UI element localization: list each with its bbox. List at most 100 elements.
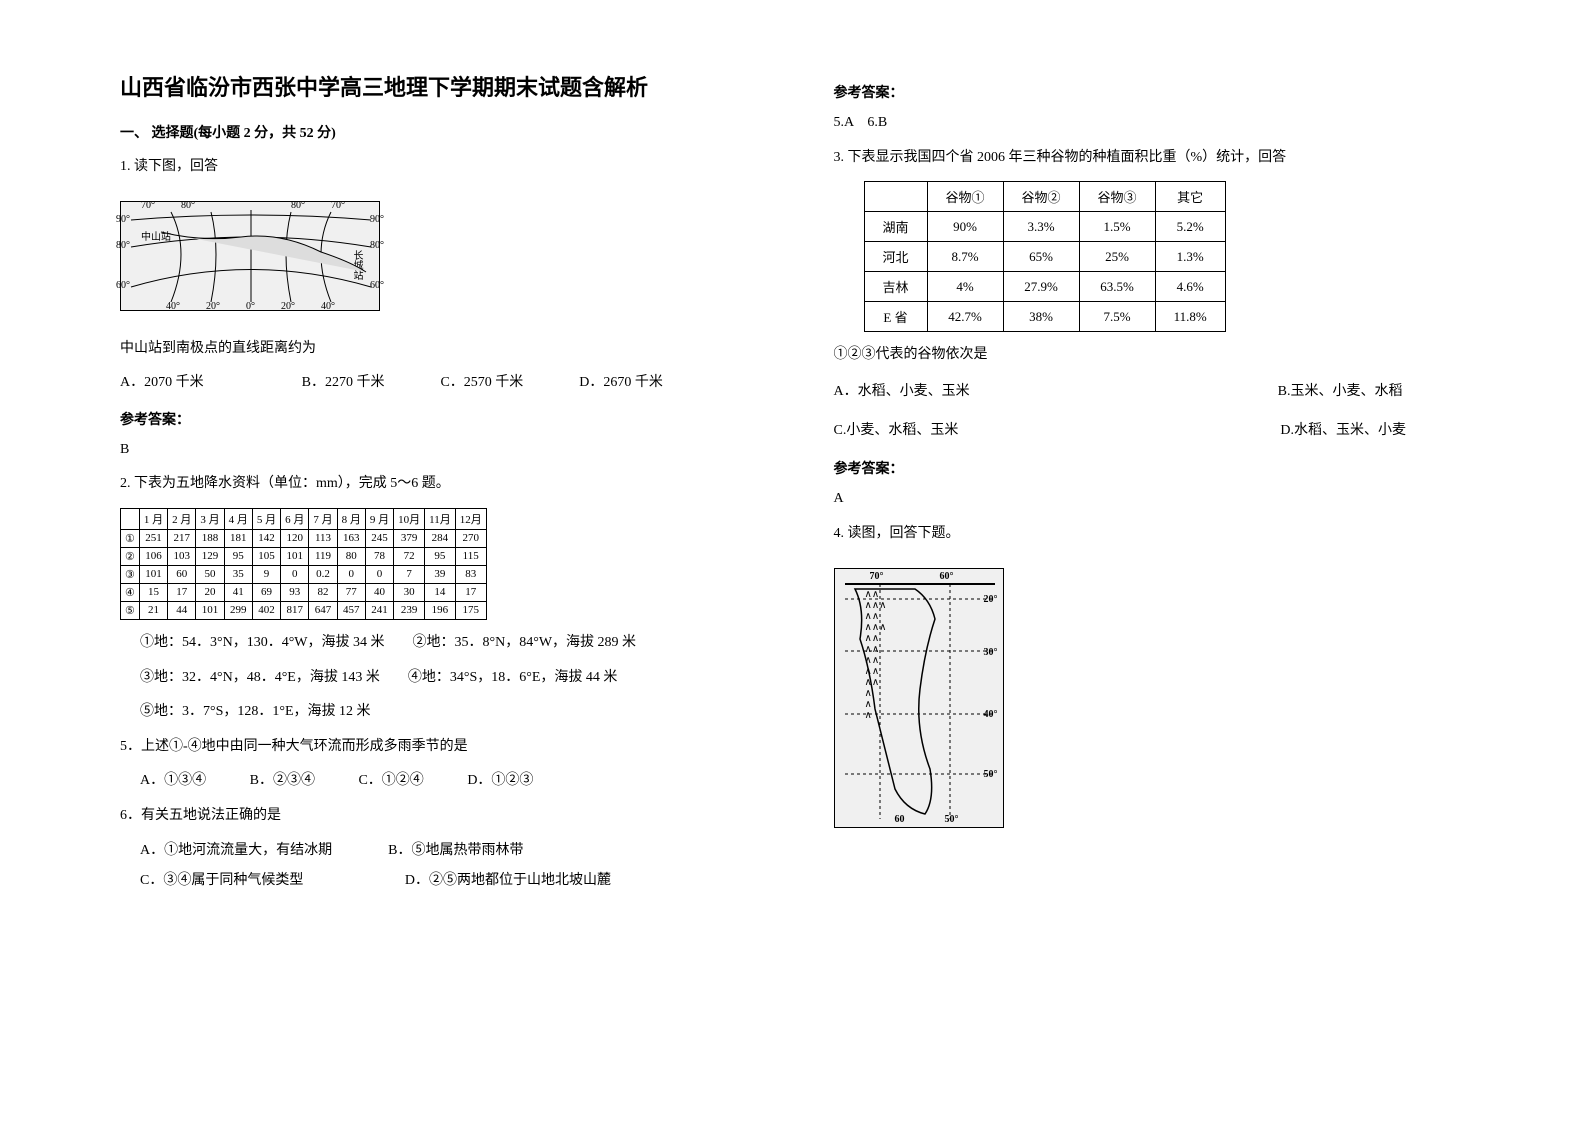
table-cell: 25%: [1079, 242, 1155, 272]
table-cell: 21: [139, 601, 167, 619]
table-cell: 175: [455, 601, 486, 619]
table-cell: 120: [281, 529, 309, 547]
table-cell: 5 月: [252, 508, 280, 529]
table-cell: 14: [425, 583, 456, 601]
q3-sub: ①②③代表的谷物依次是: [834, 342, 1468, 369]
table-cell: 101: [196, 601, 224, 619]
table-cell: 241: [365, 601, 393, 619]
table-cell: 65%: [1003, 242, 1079, 272]
table-cell: 270: [455, 529, 486, 547]
table-row: ④151720416993827740301417: [121, 583, 487, 601]
table-cell: 35: [224, 565, 252, 583]
table-cell: 95: [425, 547, 456, 565]
table-row: ②1061031299510510111980787295115: [121, 547, 487, 565]
table-cell: 9: [252, 565, 280, 583]
table-cell: 3 月: [196, 508, 224, 529]
table-cell: 217: [168, 529, 196, 547]
table-row: 湖南90%3.3%1.5%5.2%: [864, 212, 1225, 242]
table-cell: 12月: [455, 508, 486, 529]
map-svg: [835, 569, 1005, 829]
table-cell: 谷物②: [1003, 182, 1079, 212]
q3-options-2: C.小麦、水稻、玉米 D.水稻、玉米、小麦: [834, 416, 1468, 447]
table-cell: 17: [168, 583, 196, 601]
table-cell: 4 月: [224, 508, 252, 529]
table-cell: 11月: [425, 508, 456, 529]
table-cell: 0: [337, 565, 365, 583]
table-cell: 239: [394, 601, 425, 619]
table-cell: 103: [168, 547, 196, 565]
table-cell: 20: [196, 583, 224, 601]
table-cell: 7.5%: [1079, 302, 1155, 332]
table-cell: 41: [224, 583, 252, 601]
table-cell: 78: [365, 547, 393, 565]
page-title: 山西省临汾市西张中学高三地理下学期期末试题含解析: [120, 70, 754, 102]
table-cell: 647: [309, 601, 337, 619]
q6-options-1: A．①地河流流量大，有结冰期 B．⑤地属热带雨林带: [140, 838, 754, 865]
table-cell: 82: [309, 583, 337, 601]
ref-answer-label: 参考答案：: [834, 458, 1468, 478]
table-cell: 69: [252, 583, 280, 601]
table-cell: 6 月: [281, 508, 309, 529]
map-svg: [121, 202, 381, 312]
table-cell: ③: [121, 565, 140, 583]
a1: B: [120, 437, 754, 464]
grain-table: 谷物① 谷物② 谷物③ 其它 湖南90%3.3%1.5%5.2% 河北8.7%6…: [864, 181, 1226, 332]
ref-answer-label: 参考答案：: [834, 82, 1468, 102]
table-cell: 80: [337, 547, 365, 565]
table-cell: 817: [281, 601, 309, 619]
table-cell: 115: [455, 547, 486, 565]
table-cell: 谷物①: [927, 182, 1003, 212]
q3-prompt: 3. 下表显示我国四个省 2006 年三种谷物的种植面积比重（%）统计，回答: [834, 145, 1468, 172]
table-cell: 181: [224, 529, 252, 547]
table-cell: 188: [196, 529, 224, 547]
table-cell: 72: [394, 547, 425, 565]
q5-prompt: 5．上述①-④地中由同一种大气环流而形成多雨季节的是: [120, 734, 754, 761]
table-cell: 湖南: [864, 212, 927, 242]
q5-options: A．①③④ B．②③④ C．①②④ D．①②③: [140, 768, 754, 795]
table-cell: 39: [425, 565, 456, 583]
location-line: ①地：54．3°N，130．4°W，海拔 34 米 ②地：35．8°N，84°W…: [140, 630, 754, 657]
right-column: 参考答案： 5.A 6.B 3. 下表显示我国四个省 2006 年三种谷物的种植…: [794, 70, 1488, 1052]
table-row: ③101605035900.20073983: [121, 565, 487, 583]
table-cell: 0.2: [309, 565, 337, 583]
table-cell: 1.5%: [1079, 212, 1155, 242]
table-cell: 93: [281, 583, 309, 601]
location-line: ⑤地：3．7°S，128．1°E，海拔 12 米: [140, 699, 754, 726]
table-cell: 3.3%: [1003, 212, 1079, 242]
table-cell: 119: [309, 547, 337, 565]
table-cell: 0: [365, 565, 393, 583]
table-cell: 1 月: [139, 508, 167, 529]
table-cell: 其它: [1155, 182, 1225, 212]
left-column: 山西省临汾市西张中学高三地理下学期期末试题含解析 一、 选择题(每小题 2 分，…: [100, 70, 794, 1052]
table-header-row: 1 月 2 月 3 月 4 月 5 月 6 月 7 月 8 月 9 月 10月 …: [121, 508, 487, 529]
table-cell: 2 月: [168, 508, 196, 529]
q1-options: A．2070 千米 B．2270 千米 C．2570 千米 D．2670 千米: [120, 370, 754, 397]
q6-prompt: 6．有关五地说法正确的是: [120, 803, 754, 830]
table-cell: 谷物③: [1079, 182, 1155, 212]
table-row: ⑤2144101299402817647457241239196175: [121, 601, 487, 619]
table-cell: 251: [139, 529, 167, 547]
table-cell: 8 月: [337, 508, 365, 529]
table-cell: 101: [139, 565, 167, 583]
table-cell: 42.7%: [927, 302, 1003, 332]
table-cell: [864, 182, 927, 212]
rain-table: 1 月 2 月 3 月 4 月 5 月 6 月 7 月 8 月 9 月 10月 …: [120, 508, 487, 620]
table-cell: 0: [281, 565, 309, 583]
table-cell: 10月: [394, 508, 425, 529]
table-cell: E 省: [864, 302, 927, 332]
q4-prompt: 4. 读图，回答下题。: [834, 521, 1468, 548]
q2-prompt: 2. 下表为五地降水资料（单位：mm），完成 5～6 题。: [120, 471, 754, 498]
table-cell: 63.5%: [1079, 272, 1155, 302]
option: A．①③④: [140, 773, 206, 788]
table-cell: 457: [337, 601, 365, 619]
q4-map: 70° 60° 20° 30° 40° 50° 60 50° ∧∧∧∧∧∧∧∧∧…: [834, 568, 1004, 828]
q1-map: 70° 80° 80° 70° 90° 90° 80° 80° 60° 60° …: [120, 201, 380, 311]
table-row: E 省42.7%38%7.5%11.8%: [864, 302, 1225, 332]
table-cell: 245: [365, 529, 393, 547]
table-cell: 17: [455, 583, 486, 601]
table-cell: 163: [337, 529, 365, 547]
q6-options-2: C．③④属于同种气候类型 D．②⑤两地都位于山地北坡山麓: [140, 868, 754, 895]
table-cell: 106: [139, 547, 167, 565]
table-cell: 38%: [1003, 302, 1079, 332]
mountain-pattern: ∧∧∧∧∧∧∧∧∧∧∧∧∧∧∧∧∧∧∧∧∧∧∧: [865, 589, 887, 721]
